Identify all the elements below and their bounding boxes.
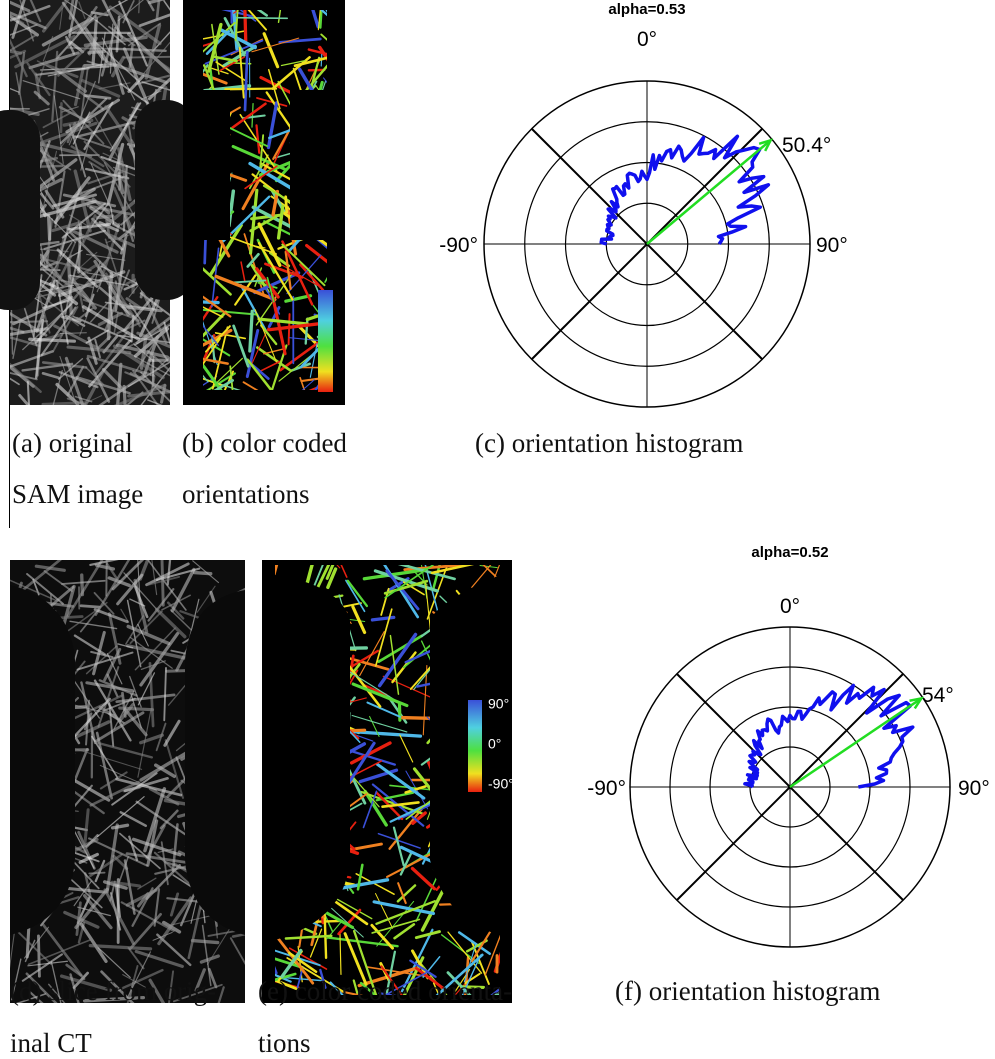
fiber	[286, 197, 287, 212]
fiber	[81, 606, 100, 607]
fiber	[89, 873, 104, 874]
polar-title: alpha=0.52	[751, 544, 828, 561]
figure: 90° 0° -90° 90° 0° -90° alpha=0.53 0° -9…	[0, 0, 995, 1059]
colorbar-label: 90°	[488, 696, 509, 712]
caption: (e) color coded orienta-	[258, 976, 512, 1006]
ct-slice	[0, 527, 267, 1033]
polar-label: -90°	[439, 234, 478, 257]
polar-title: alpha=0.53	[608, 1, 685, 18]
colorbar-label: 0°	[346, 332, 359, 348]
colorbar-label: 0°	[488, 736, 501, 752]
caption: SAM image	[12, 479, 143, 509]
orientation-image-b: 90° 0° -90°	[172, 0, 372, 426]
polar-label: 90°	[816, 234, 848, 257]
colorbar-label: -90°	[346, 377, 372, 393]
caption: (f) orientation histogram	[615, 976, 880, 1006]
caption: orientations	[182, 479, 309, 509]
caption: (c) orientation histogram	[475, 428, 743, 458]
polar-histogram: alpha=0.52 0° -90° 90° 54°	[587, 544, 990, 947]
fiber	[161, 537, 163, 605]
polar-label: -90°	[587, 777, 626, 800]
orientation-image-e: 90° 0° -90°	[251, 530, 529, 1019]
arrow-label: 54°	[922, 684, 954, 707]
colorbar-label: -90°	[488, 776, 514, 792]
caption: (d) slice from orig-	[10, 976, 216, 1006]
fiber	[124, 386, 125, 407]
fiber	[237, 18, 287, 19]
caption: tions	[258, 1028, 311, 1058]
sam-image	[0, 0, 198, 420]
caption: inal CT	[10, 1028, 92, 1058]
fiber	[82, 575, 83, 595]
cutout	[185, 590, 245, 935]
cutout	[10, 585, 75, 935]
caption: (b) color coded	[182, 428, 347, 458]
polar-label: 0°	[637, 28, 657, 51]
fiber	[225, 89, 276, 90]
fiber	[30, 339, 75, 341]
fiber	[289, 314, 290, 344]
polar-label: 90°	[958, 777, 990, 800]
fiber	[205, 238, 206, 263]
colorbar-label: 90°	[346, 288, 367, 304]
histogram-curve	[745, 686, 913, 788]
cutout	[0, 110, 40, 310]
polar-histogram: alpha=0.53 0° -90° 90° 50.4°	[439, 1, 848, 407]
caption: (a) original	[12, 428, 133, 458]
polar-label: 0°	[780, 595, 800, 618]
arrow-label: 50.4°	[782, 134, 831, 157]
fiber	[0, 321, 47, 322]
fiber	[49, 215, 50, 239]
